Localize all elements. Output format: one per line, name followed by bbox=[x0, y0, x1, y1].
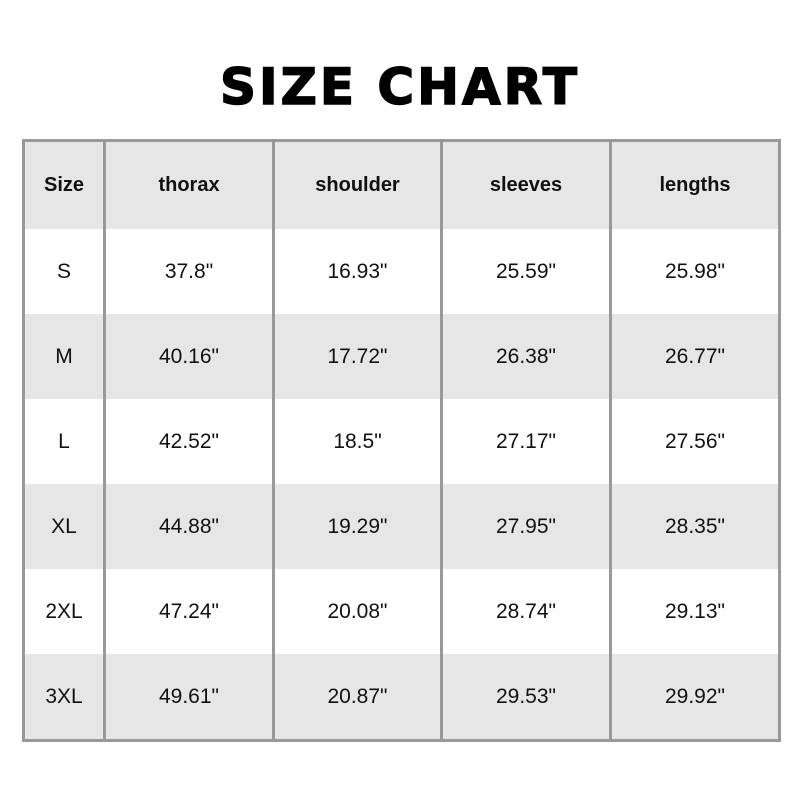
measurement-cell: 25.98" bbox=[609, 229, 781, 314]
measurement-cell: 28.35" bbox=[609, 484, 781, 569]
measurement-cell: 25.59" bbox=[440, 229, 612, 314]
column-header: shoulder bbox=[272, 140, 443, 229]
measurement-cell: 27.95" bbox=[440, 484, 612, 569]
table-row: M 40.16" 17.72" 26.38" 26.77" bbox=[22, 314, 781, 399]
size-cell: M bbox=[22, 314, 106, 399]
measurement-cell: 49.61" bbox=[103, 654, 275, 741]
page-title: SIZE CHART bbox=[219, 57, 581, 117]
measurement-cell: 20.87" bbox=[272, 654, 443, 741]
measurement-cell: 16.93" bbox=[272, 229, 443, 314]
measurement-cell: 47.24" bbox=[103, 569, 275, 654]
measurement-cell: 18.5" bbox=[272, 399, 443, 484]
measurement-cell: 29.92" bbox=[609, 654, 781, 741]
measurement-cell: 42.52" bbox=[103, 399, 275, 484]
size-cell: 2XL bbox=[22, 569, 106, 654]
measurement-cell: 29.13" bbox=[609, 569, 781, 654]
measurement-cell: 19.29" bbox=[272, 484, 443, 569]
measurement-cell: 27.17" bbox=[440, 399, 612, 484]
size-cell: S bbox=[22, 229, 106, 314]
table-row: XL 44.88" 19.29" 27.95" 28.35" bbox=[22, 484, 781, 569]
column-header: Size bbox=[22, 140, 106, 229]
size-cell: XL bbox=[22, 484, 106, 569]
column-header: lengths bbox=[609, 140, 781, 229]
measurement-cell: 17.72" bbox=[272, 314, 443, 399]
measurement-cell: 44.88" bbox=[103, 484, 275, 569]
measurement-cell: 40.16" bbox=[103, 314, 275, 399]
header-row: Size thorax shoulder sleeves lengths bbox=[22, 140, 781, 229]
table-row: S 37.8" 16.93" 25.59" 25.98" bbox=[22, 229, 781, 314]
measurement-cell: 37.8" bbox=[103, 229, 275, 314]
table-row: L 42.52" 18.5" 27.17" 27.56" bbox=[22, 399, 781, 484]
measurement-cell: 26.77" bbox=[609, 314, 781, 399]
size-chart-table: Size thorax shoulder sleeves lengths S 37.8" 1… bbox=[22, 139, 781, 742]
column-header: sleeves bbox=[440, 140, 612, 229]
measurement-cell: 28.74" bbox=[440, 569, 612, 654]
measurement-cell: 29.53" bbox=[440, 654, 612, 741]
column-header: thorax bbox=[103, 140, 275, 229]
measurement-cell: 27.56" bbox=[609, 399, 781, 484]
table-row: 3XL 49.61" 20.87" 29.53" 29.92" bbox=[22, 654, 781, 741]
size-cell: 3XL bbox=[22, 654, 106, 741]
table-row: 2XL 47.24" 20.08" 28.74" 29.13" bbox=[22, 569, 781, 654]
measurement-cell: 20.08" bbox=[272, 569, 443, 654]
size-cell: L bbox=[22, 399, 106, 484]
measurement-cell: 26.38" bbox=[440, 314, 612, 399]
